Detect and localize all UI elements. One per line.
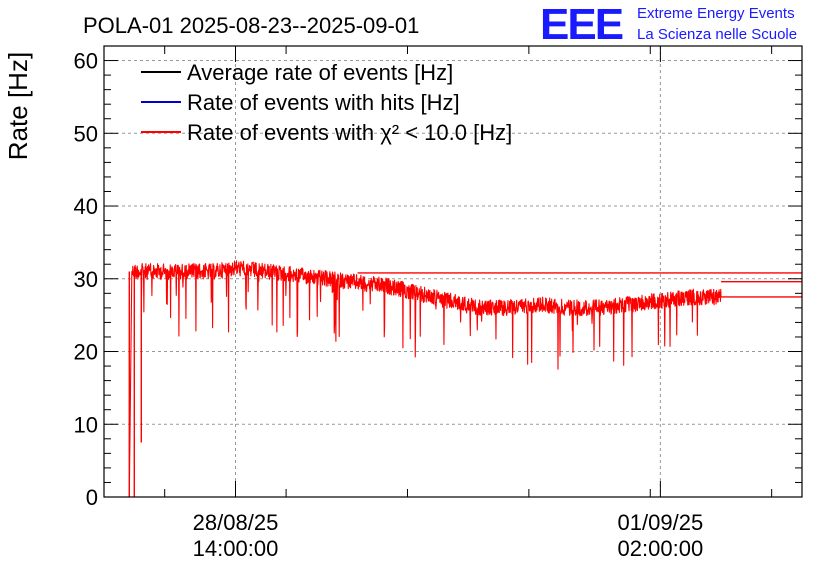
legend: Average rate of events [Hz] Rate of event… xyxy=(141,60,512,145)
x-tick-label-time: 02:00:00 xyxy=(618,536,704,561)
y-tick-label: 50 xyxy=(74,121,98,146)
y-tick-label: 40 xyxy=(74,194,98,219)
x-tick-label-date: 01/09/25 xyxy=(618,510,704,535)
grid xyxy=(104,46,802,497)
y-axis-label: Rate [Hz] xyxy=(3,52,33,160)
chart-title: POLA-01 2025-08-23--2025-09-01 xyxy=(83,13,419,38)
y-tick-label: 10 xyxy=(74,412,98,437)
legend-label: Rate of events with χ² < 10.0 [Hz] xyxy=(187,120,512,145)
x-tick-label-time: 14:00:00 xyxy=(193,536,279,561)
y-tick-label: 20 xyxy=(74,340,98,365)
y-tick-label: 30 xyxy=(74,267,98,292)
eee-logo-mark: EEE xyxy=(540,0,623,49)
series-line-chi2 xyxy=(128,260,722,498)
plot-data xyxy=(128,260,802,498)
legend-label: Average rate of events [Hz] xyxy=(187,60,453,85)
y-tick-label: 0 xyxy=(86,485,98,510)
plot-frame xyxy=(103,45,803,498)
y-tick-label: 60 xyxy=(74,49,98,74)
logo-line-1: Extreme Energy Events xyxy=(637,5,795,22)
eee-logo: EEE Extreme Energy Events La Scienza nel… xyxy=(540,0,797,49)
legend-label: Rate of events with hits [Hz] xyxy=(187,90,460,115)
logo-line-2: La Scienza nelle Scuole xyxy=(637,26,797,43)
x-tick-label-date: 28/08/25 xyxy=(193,510,279,535)
